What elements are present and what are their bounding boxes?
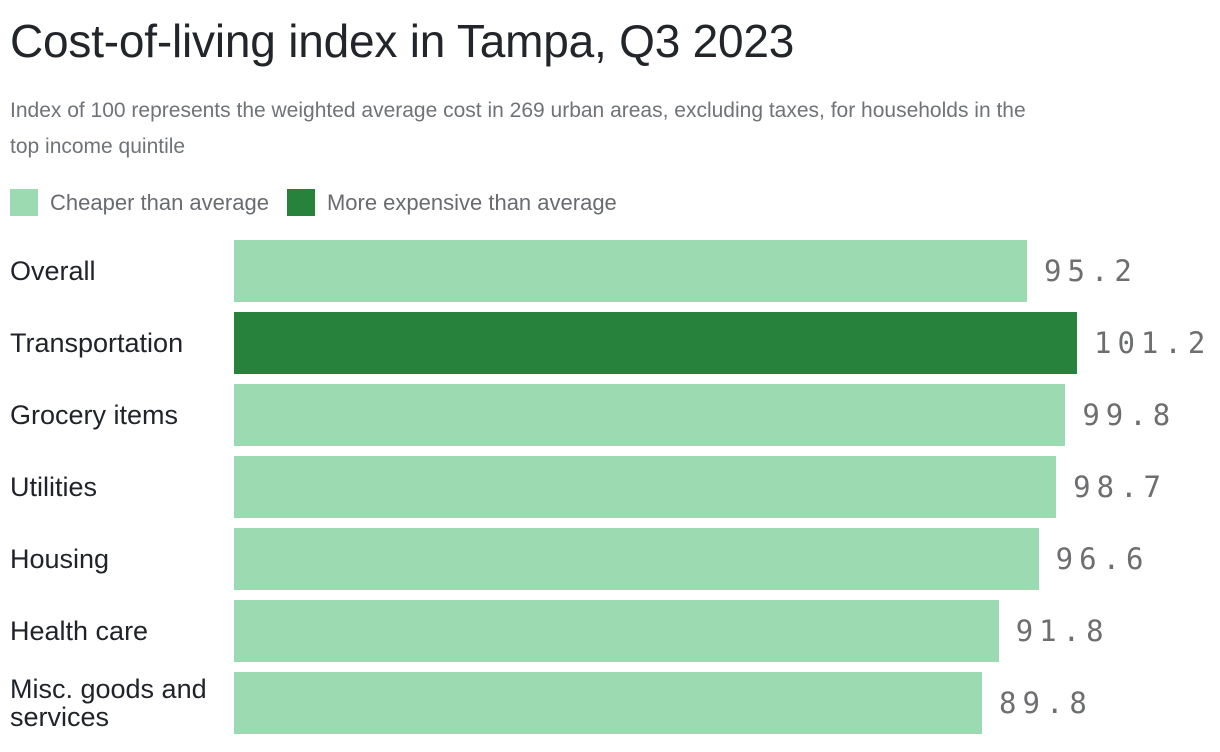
bar: [234, 600, 999, 662]
value-label: 101.2: [1094, 326, 1212, 360]
legend-swatch-expensive: [286, 189, 315, 216]
value-label: 95.2: [1044, 254, 1138, 288]
bar-chart: Overall 95.2 Transportation 101.2 Grocery it…: [0, 240, 1220, 734]
bar-row: Misc. goods and services 89.8: [0, 672, 1220, 734]
bar-row: Utilities 98.7: [0, 456, 1220, 518]
bar-row: Health care 91.8: [0, 600, 1220, 662]
category-label: Transportation: [10, 328, 184, 358]
chart-subtitle: Index of 100 represents the weighted ave…: [10, 93, 1220, 165]
bar: [234, 240, 1028, 302]
category-label: Grocery items: [10, 400, 179, 430]
value-label: 89.8: [999, 686, 1093, 720]
subtitle-line-2: top income quintile: [10, 135, 186, 158]
bar: [234, 528, 1039, 590]
category-label: Overall: [10, 256, 96, 286]
value-label: 91.8: [1015, 614, 1110, 648]
legend-item-cheaper: Cheaper than average: [10, 189, 269, 216]
legend-label-expensive: More expensive than average: [326, 189, 617, 215]
page-title: Cost-of-living index in Tampa, Q3 2023: [10, 15, 795, 67]
legend-label-cheaper: Cheaper than average: [50, 189, 269, 215]
legend-swatch-cheaper: [10, 189, 38, 216]
legend: Cheaper than average More expensive than…: [10, 189, 1220, 216]
bar: [234, 672, 983, 734]
value-label: 99.8: [1082, 398, 1177, 432]
bar: [234, 312, 1077, 374]
category-label: Health care: [10, 616, 149, 646]
bar-row: Housing 96.6: [0, 528, 1220, 590]
bar: [234, 384, 1066, 446]
bar: [234, 456, 1057, 518]
category-label: Utilities: [10, 472, 98, 502]
category-label: Housing: [10, 544, 110, 574]
bar-row: Overall 95.2: [0, 240, 1220, 302]
category-label: Misc. goods and services: [10, 674, 207, 732]
bar-row: Transportation 101.2: [0, 312, 1220, 374]
legend-item-expensive: More expensive than average: [286, 189, 617, 216]
subtitle-line-1: Index of 100 represents the weighted ave…: [10, 99, 1026, 122]
value-label: 96.6: [1055, 542, 1150, 576]
value-label: 98.7: [1073, 470, 1168, 504]
bar-row: Grocery items 99.8: [0, 384, 1220, 446]
